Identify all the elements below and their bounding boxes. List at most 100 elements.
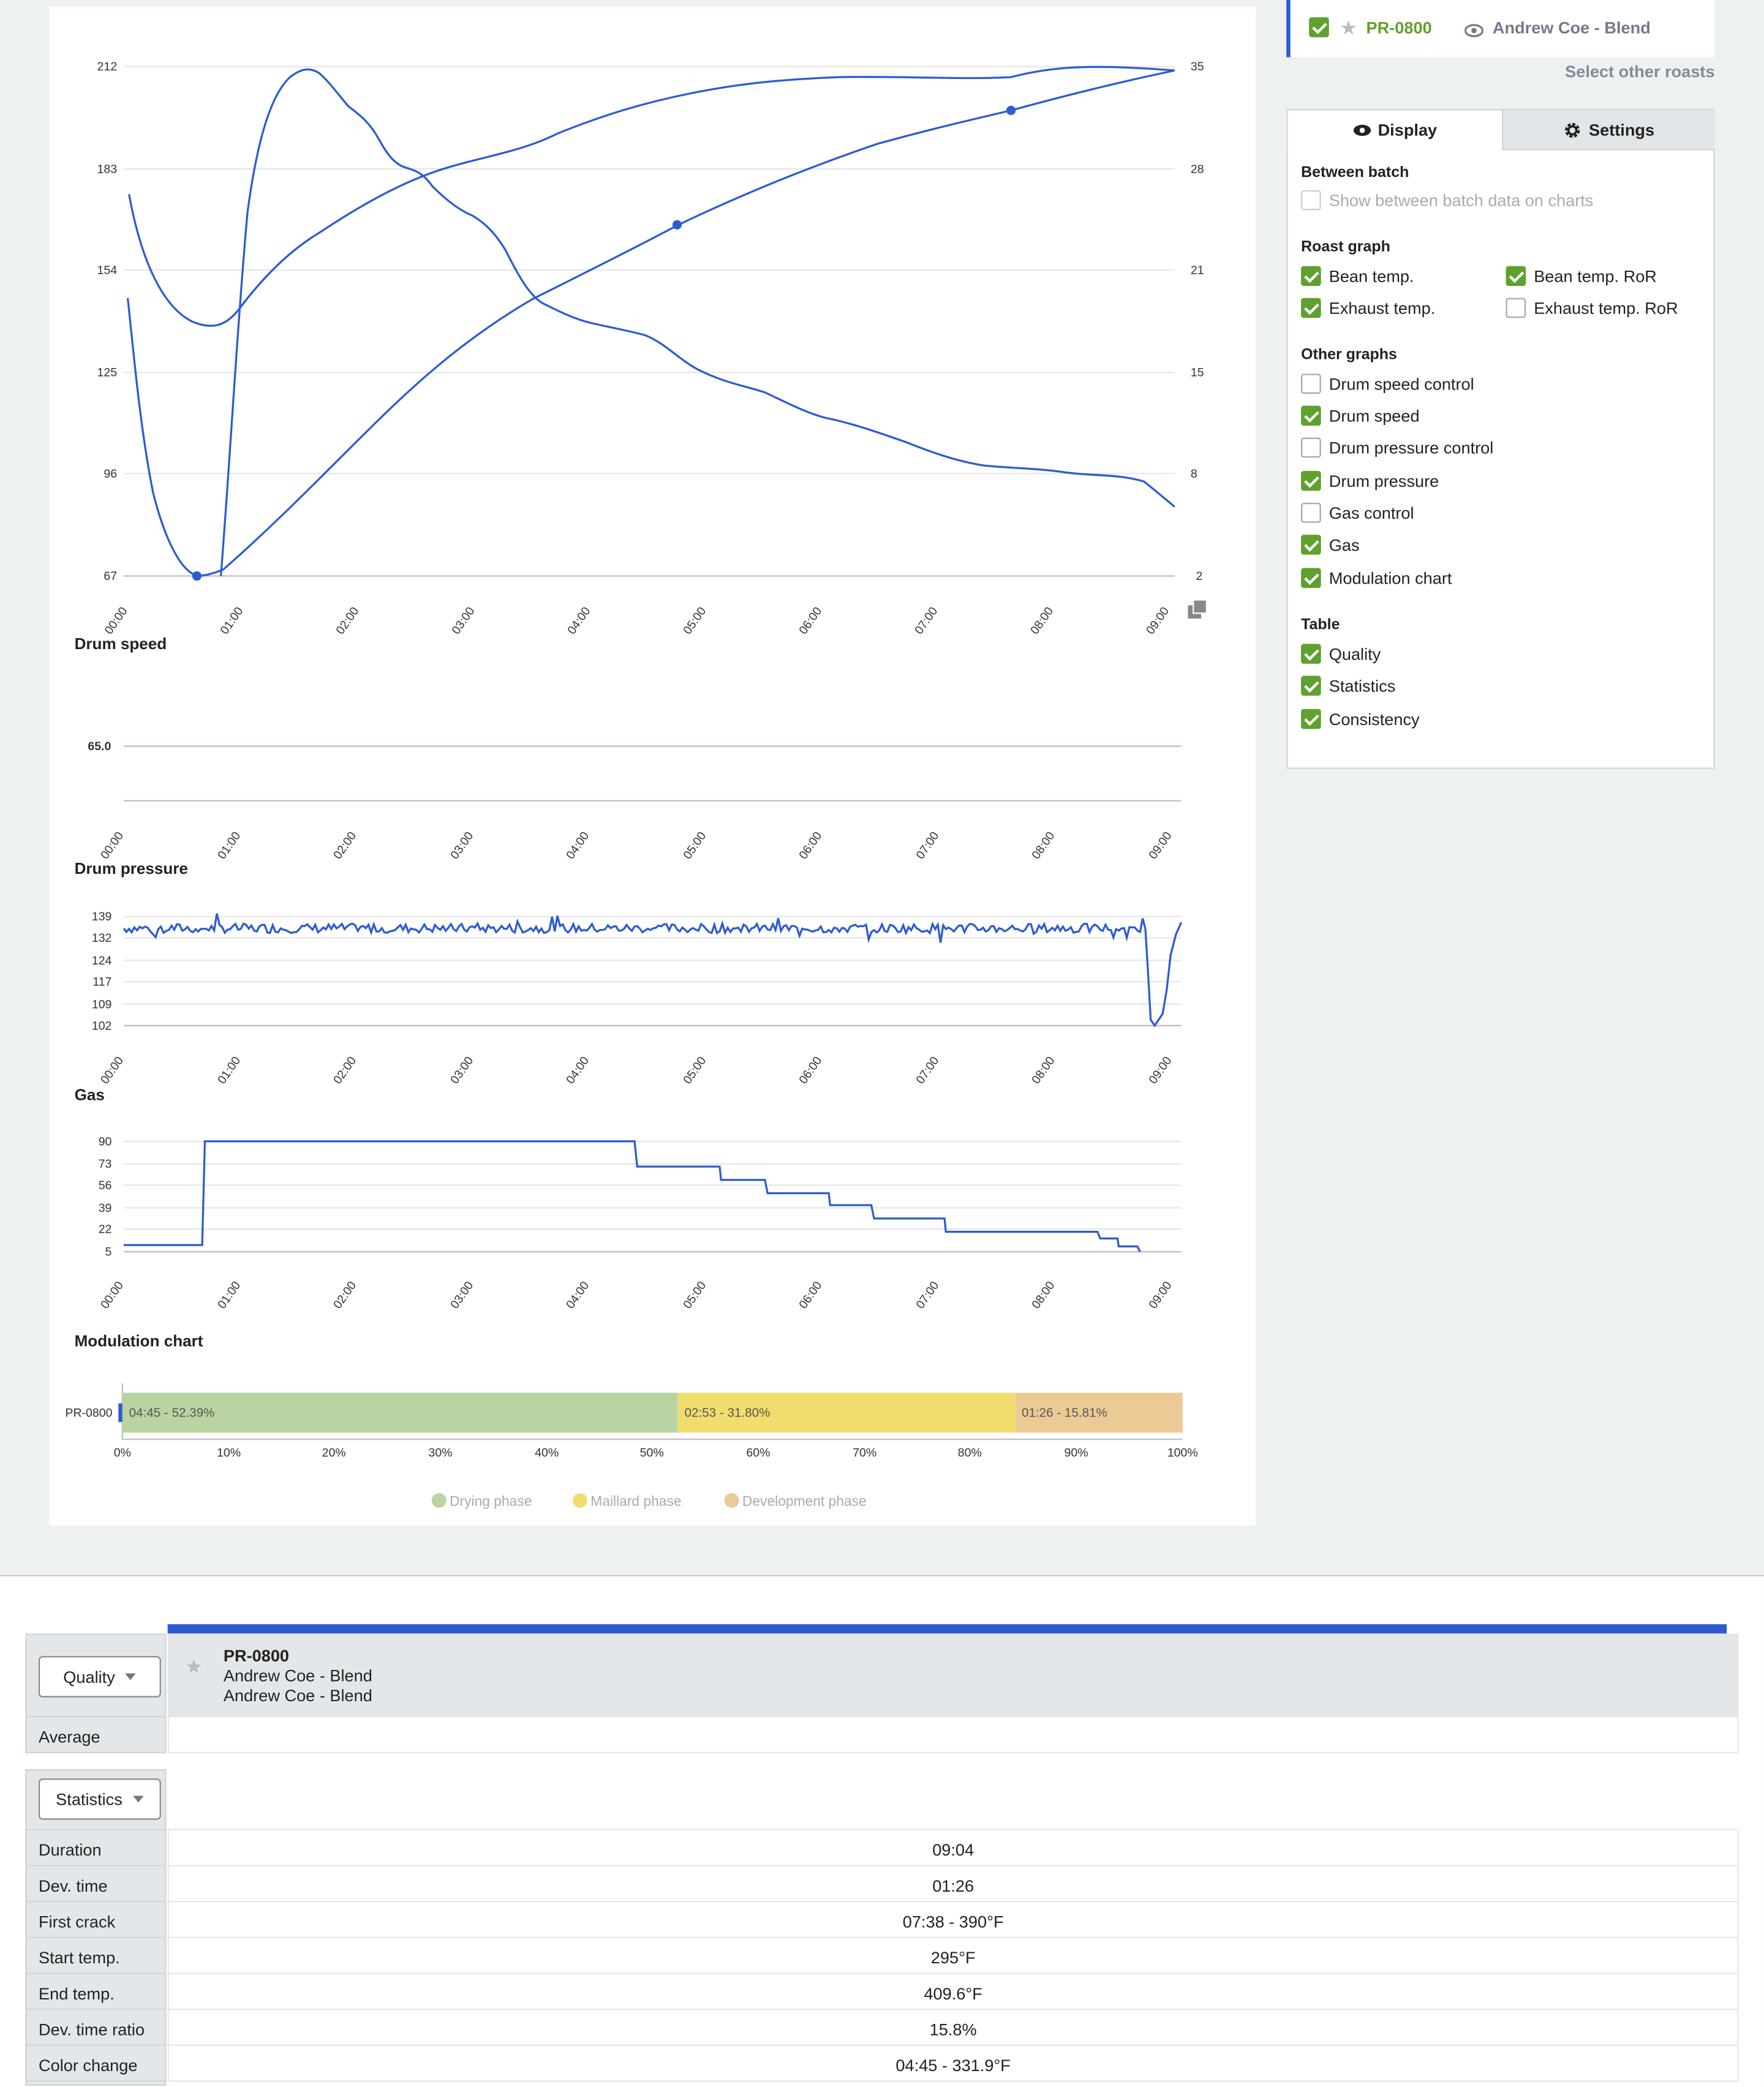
star-icon[interactable]: ★ — [184, 1656, 203, 1679]
quality-roast-id[interactable]: PR-0800 — [223, 1647, 290, 1666]
option-bean-ror[interactable]: Bean temp. RoR — [1506, 266, 1657, 287]
stat-label: Dev. time — [25, 1866, 167, 1903]
checkbox[interactable] — [1506, 298, 1526, 318]
legend-development[interactable]: Development phase — [742, 1493, 867, 1509]
checkbox[interactable] — [1301, 298, 1321, 318]
modulation-title: Modulation chart — [75, 1331, 203, 1350]
option-label: Gas control — [1329, 503, 1414, 522]
tab-display[interactable]: Display — [1287, 110, 1502, 151]
x-tick: 50% — [640, 1446, 664, 1460]
checkbox[interactable] — [1301, 437, 1321, 458]
x-tick: 05:00 — [680, 604, 709, 637]
option-label: Statistics — [1329, 676, 1396, 695]
x-tick: 04:00 — [565, 604, 593, 637]
checkbox[interactable] — [1301, 266, 1321, 287]
eye-icon[interactable] — [1464, 20, 1484, 44]
roast-id[interactable]: PR-0800 — [1366, 18, 1432, 37]
between-batch-title: Between batch — [1301, 165, 1409, 181]
statistics-dropdown[interactable]: Statistics — [38, 1778, 161, 1820]
checkbox[interactable] — [1301, 374, 1321, 394]
y-tick: 132 — [92, 931, 112, 945]
option-consistency[interactable]: Consistency — [1301, 709, 1420, 729]
tab-settings[interactable]: Settings — [1502, 110, 1715, 151]
stat-label: Dev. time ratio — [25, 2010, 167, 2046]
x-tick: 05:00 — [680, 1054, 709, 1086]
x-tick: 07:00 — [913, 1279, 941, 1311]
checkbox[interactable] — [1301, 644, 1321, 664]
modulation-row-marker — [118, 1403, 123, 1423]
quality-roast-blend: Andrew Coe - Blend — [223, 1687, 372, 1705]
stat-value: 01:26 — [167, 1866, 1739, 1903]
option-gas-control[interactable]: Gas control — [1301, 503, 1414, 523]
checkbox[interactable] — [1301, 568, 1321, 588]
option-drum-pressure[interactable]: Drum pressure — [1301, 470, 1439, 491]
option-modulation-chart[interactable]: Modulation chart — [1301, 568, 1452, 588]
x-tick: 20% — [322, 1446, 346, 1460]
checkbox[interactable] — [1301, 503, 1321, 523]
x-tick: 0% — [114, 1446, 131, 1460]
x-tick: 90% — [1065, 1446, 1088, 1460]
option-statistics[interactable]: Statistics — [1301, 675, 1395, 696]
drum-pressure-title: Drum pressure — [75, 859, 188, 878]
chevron-down-icon — [133, 1796, 144, 1803]
star-icon[interactable]: ★ — [1340, 17, 1358, 40]
option-label: Bean temp. RoR — [1534, 266, 1657, 285]
drum-pressure-line — [123, 913, 1183, 1028]
modulation-chart: Modulation chart PR-0800 04:45 - 52.39% … — [65, 1331, 1197, 1509]
export-icon[interactable] — [1188, 599, 1207, 619]
x-tick: 02:00 — [331, 829, 359, 862]
gas-chart: Gas 90 73 56 39 22 5 00:00 01:00 02:00 0… — [75, 1085, 1182, 1311]
option-exhaust-ror[interactable]: Exhaust temp. RoR — [1506, 298, 1678, 318]
legend-drying[interactable]: Drying phase — [450, 1493, 532, 1509]
y-right-tick: 15 — [1191, 366, 1204, 380]
checkbox[interactable] — [1301, 535, 1321, 555]
x-tick: 00:00 — [98, 829, 126, 862]
y-tick: 139 — [92, 910, 112, 923]
selected-roast-header: ★ PR-0800 Andrew Coe - Blend — [1286, 0, 1715, 58]
checkbox[interactable] — [1301, 405, 1321, 426]
y-left-tick: 96 — [104, 467, 117, 481]
legend-maillard[interactable]: Maillard phase — [590, 1493, 681, 1509]
option-label: Exhaust temp. — [1329, 298, 1436, 318]
option-drum-speed-control[interactable]: Drum speed control — [1301, 374, 1474, 394]
checkbox[interactable] — [1301, 470, 1321, 491]
y-tick: 56 — [99, 1179, 112, 1192]
development-phase-segment — [1015, 1393, 1183, 1433]
checkbox[interactable] — [1506, 266, 1526, 287]
x-tick: 10% — [217, 1446, 241, 1460]
option-bean-temp[interactable]: Bean temp. — [1301, 266, 1414, 287]
option-drum-speed[interactable]: Drum speed — [1301, 405, 1420, 426]
quality-dropdown[interactable]: Quality — [38, 1656, 161, 1698]
stat-label: End temp. — [25, 1974, 167, 2010]
select-other-roasts-link[interactable]: Select other roasts — [1565, 62, 1715, 81]
y-left-tick: 183 — [97, 162, 118, 176]
stat-value: 15.8% — [167, 2010, 1739, 2046]
eye-icon — [1353, 124, 1371, 136]
x-tick: 07:00 — [913, 829, 941, 862]
roast-color-bar — [167, 1624, 1727, 1634]
legend-drying-swatch[interactable] — [431, 1493, 447, 1508]
tab-display-label: Display — [1378, 121, 1438, 140]
y-tick: 5 — [105, 1246, 112, 1259]
x-tick: 08:00 — [1029, 1279, 1057, 1311]
option-exhaust-temp[interactable]: Exhaust temp. — [1301, 298, 1435, 318]
x-tick: 03:00 — [448, 1054, 476, 1086]
option-drum-pressure-control[interactable]: Drum pressure control — [1301, 437, 1493, 458]
option-label: Drum speed control — [1329, 374, 1474, 393]
gas-title: Gas — [75, 1085, 105, 1104]
x-tick: 09:00 — [1146, 1279, 1174, 1311]
stat-value: 409.6°F — [167, 1974, 1739, 2010]
quality-dropdown-label: Quality — [63, 1667, 115, 1687]
legend-development-swatch[interactable] — [724, 1493, 739, 1508]
bean-temp-line — [126, 69, 1175, 577]
option-gas[interactable]: Gas — [1301, 535, 1360, 555]
y-right-tick: 2 — [1196, 570, 1203, 583]
legend-maillard-swatch[interactable] — [573, 1493, 587, 1508]
option-quality[interactable]: Quality — [1301, 644, 1381, 664]
checkbox[interactable] — [1301, 190, 1321, 211]
option-between-batch[interactable]: Show between batch data on charts — [1301, 190, 1593, 211]
checkbox[interactable] — [1301, 709, 1321, 729]
checkbox[interactable] — [1301, 675, 1321, 696]
x-tick: 09:00 — [1146, 829, 1174, 862]
roast-checkbox[interactable] — [1309, 17, 1329, 37]
